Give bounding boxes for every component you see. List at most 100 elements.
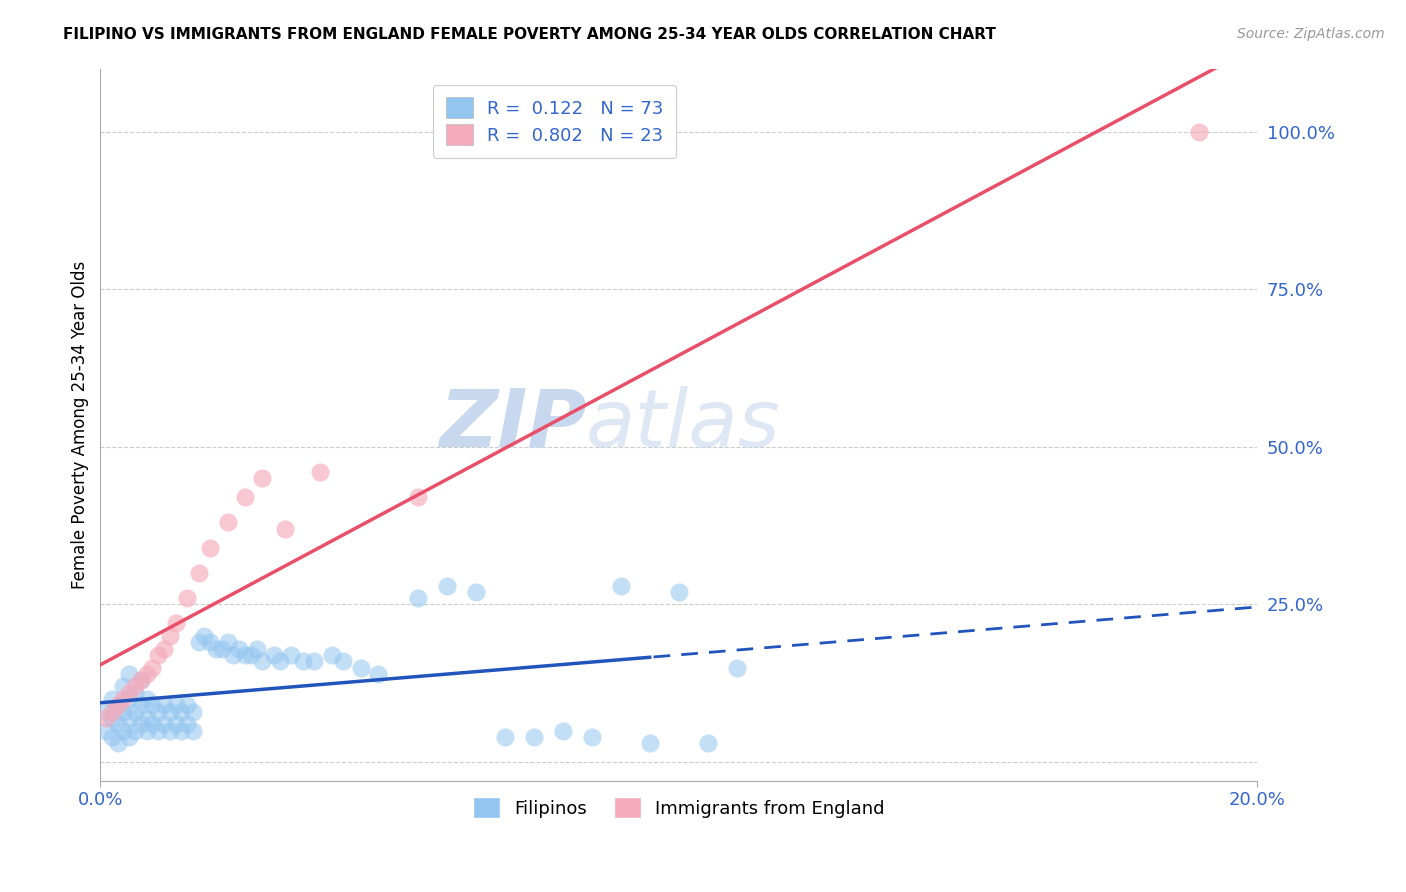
Point (205, 641, 228, 656)
Point (129, 698, 152, 713)
Point (118, 692, 141, 706)
Point (118, 711, 141, 725)
Point (200, 635, 222, 649)
Point (135, 723, 157, 738)
Point (135, 711, 157, 725)
Point (291, 654, 314, 668)
Point (252, 471, 274, 485)
Point (176, 717, 198, 731)
Point (107, 698, 129, 713)
Point (668, 585, 690, 599)
Text: atlas: atlas (586, 385, 780, 464)
Point (181, 705, 204, 719)
Point (280, 648, 302, 662)
Point (141, 660, 163, 674)
Point (101, 730, 124, 744)
Point (141, 698, 163, 713)
Point (135, 692, 157, 706)
Point (135, 666, 157, 681)
Point (263, 648, 285, 662)
Point (696, 736, 718, 750)
Point (193, 629, 215, 643)
Legend: Filipinos, Immigrants from England: Filipinos, Immigrants from England (465, 790, 893, 825)
Y-axis label: Female Poverty Among 25-34 Year Olds: Female Poverty Among 25-34 Year Olds (72, 260, 89, 589)
Point (94, 705, 117, 719)
Point (217, 516, 239, 530)
Point (494, 730, 516, 744)
Point (176, 698, 198, 713)
Point (304, 654, 326, 668)
Point (129, 673, 152, 687)
Point (101, 705, 124, 719)
Point (94, 711, 117, 725)
Point (274, 522, 297, 536)
Point (124, 705, 146, 719)
Point (165, 616, 187, 631)
Point (170, 705, 193, 719)
Point (408, 591, 430, 606)
Point (112, 680, 135, 694)
Point (176, 591, 198, 606)
Point (233, 648, 256, 662)
Point (159, 705, 181, 719)
Point (101, 711, 124, 725)
Point (124, 680, 146, 694)
Point (332, 654, 354, 668)
Point (725, 660, 748, 674)
Point (610, 578, 633, 592)
Point (153, 698, 176, 713)
Point (94, 723, 117, 738)
Point (141, 717, 163, 731)
Point (245, 641, 267, 656)
Text: FILIPINO VS IMMIGRANTS FROM ENGLAND FEMALE POVERTY AMONG 25-34 YEAR OLDS CORRELA: FILIPINO VS IMMIGRANTS FROM ENGLAND FEMA… (63, 27, 995, 42)
Point (148, 723, 170, 738)
Point (222, 648, 245, 662)
Point (228, 641, 250, 656)
Point (239, 648, 262, 662)
Point (551, 723, 574, 738)
Point (129, 717, 152, 731)
Point (118, 730, 141, 744)
Point (165, 717, 187, 731)
Point (153, 717, 176, 731)
Point (187, 566, 209, 580)
Point (118, 686, 141, 700)
Point (170, 723, 193, 738)
Point (436, 578, 458, 592)
Point (124, 723, 146, 738)
Point (148, 648, 170, 662)
Point (181, 723, 204, 738)
Point (269, 654, 291, 668)
Point (112, 692, 135, 706)
Point (233, 490, 256, 504)
Point (148, 705, 170, 719)
Point (523, 730, 546, 744)
Point (309, 465, 332, 479)
Text: Source: ZipAtlas.com: Source: ZipAtlas.com (1237, 27, 1385, 41)
Point (321, 648, 343, 662)
Point (124, 686, 146, 700)
Point (408, 490, 430, 504)
Point (101, 692, 124, 706)
Point (1188, 125, 1211, 139)
Point (112, 723, 135, 738)
Point (252, 654, 274, 668)
Point (159, 629, 181, 643)
Point (200, 541, 222, 555)
Point (112, 705, 135, 719)
Point (165, 698, 187, 713)
Point (118, 666, 141, 681)
Point (153, 641, 176, 656)
Point (349, 660, 371, 674)
Point (367, 666, 389, 681)
Point (159, 723, 181, 738)
Text: ZIP: ZIP (439, 385, 586, 464)
Point (107, 717, 129, 731)
Point (465, 585, 488, 599)
Point (129, 673, 152, 687)
Point (107, 736, 129, 750)
Point (187, 635, 209, 649)
Point (211, 641, 233, 656)
Point (581, 730, 603, 744)
Point (638, 736, 661, 750)
